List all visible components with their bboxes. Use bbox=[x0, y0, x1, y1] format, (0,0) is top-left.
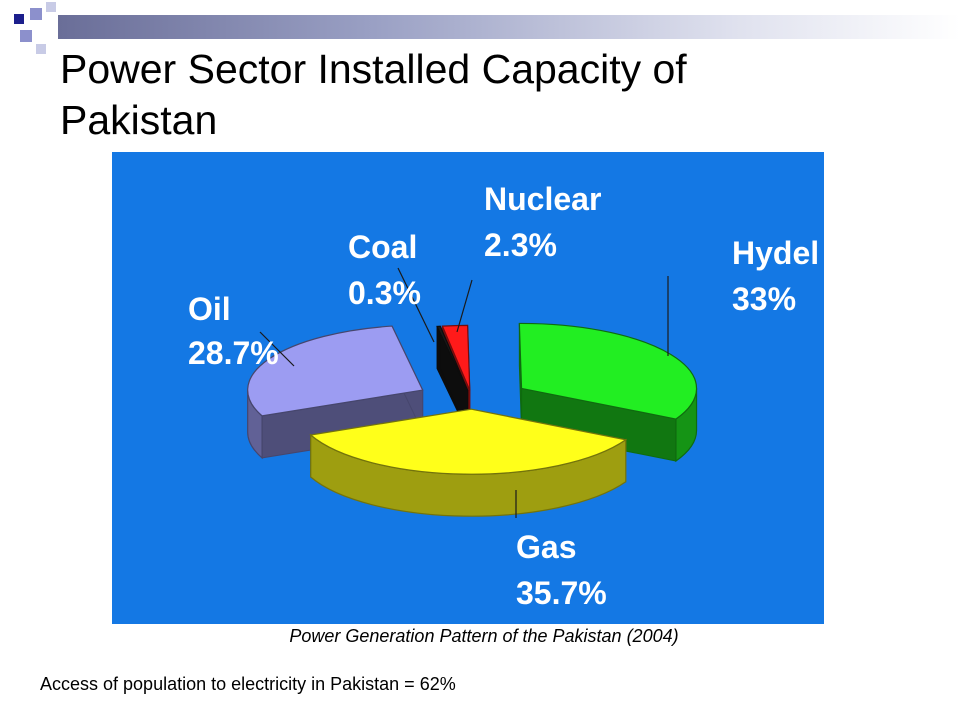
slice-label-coal: Coal bbox=[348, 229, 417, 265]
pie-slice-hydel bbox=[518, 322, 698, 463]
decor-square-light bbox=[46, 2, 56, 12]
pie-chart: Nuclear 2.3% Hydel 33% Gas 35.7% Oil 28.7% Coal 0… bbox=[188, 181, 819, 611]
chart-caption: Power Generation Pattern of the Pakistan… bbox=[289, 626, 679, 646]
decor-square-dark bbox=[14, 14, 24, 24]
slice-value-coal: 0.3% bbox=[348, 275, 421, 311]
title-bar-gradient bbox=[58, 15, 960, 39]
slice-value-gas: 35.7% bbox=[516, 575, 607, 611]
slice-label-nuclear: Nuclear bbox=[484, 181, 601, 217]
leader-line-coal bbox=[397, 267, 435, 343]
slide-title: Power Sector Installed Capacity of Pakis… bbox=[60, 46, 687, 143]
pie-slice-gas bbox=[309, 408, 628, 517]
slice-value-oil: 28.7% bbox=[188, 335, 279, 371]
chart-panel: Nuclear 2.3% Hydel 33% Gas 35.7% Oil 28.7% Coal 0… bbox=[112, 152, 824, 624]
slice-label-oil: Oil bbox=[188, 291, 231, 327]
decor-square-light bbox=[20, 30, 32, 42]
decor-square-light bbox=[30, 8, 42, 20]
leader-line-oil bbox=[259, 331, 295, 367]
footnote-text: Access of population to electricity in P… bbox=[40, 674, 456, 694]
pie-slice-oil bbox=[247, 325, 424, 460]
slice-value-hydel: 33% bbox=[732, 281, 796, 317]
slice-label-gas: Gas bbox=[516, 529, 576, 565]
slice-value-nuclear: 2.3% bbox=[484, 227, 557, 263]
decor-square-light bbox=[36, 44, 46, 54]
leader-line-nuclear bbox=[456, 279, 473, 333]
slice-label-hydel: Hydel bbox=[732, 235, 819, 271]
